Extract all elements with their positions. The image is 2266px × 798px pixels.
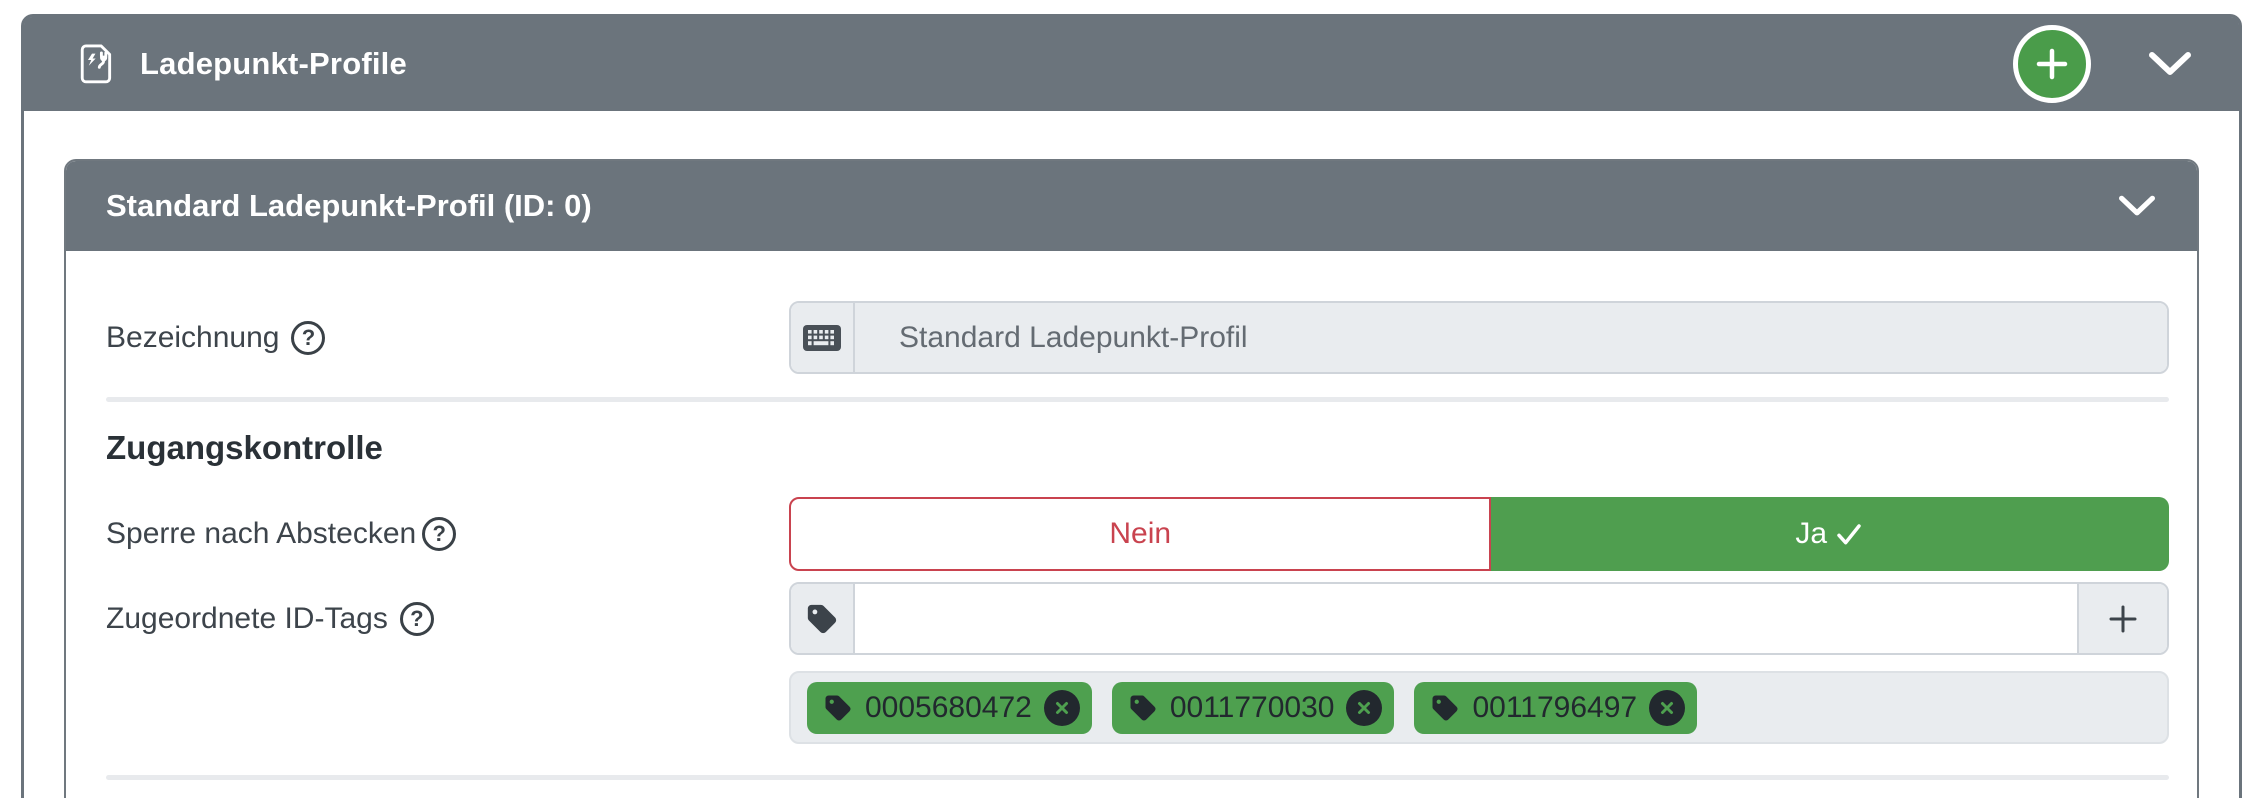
chevron-down-icon xyxy=(2147,50,2193,78)
chevron-down-icon xyxy=(2117,194,2157,218)
profile-card-header: Standard Ladepunkt-Profil (ID: 0) xyxy=(66,161,2197,251)
tag-icon xyxy=(1128,693,1158,723)
profile-card-body: Bezeichnung ? xyxy=(66,251,2197,780)
tag-icon xyxy=(823,693,853,723)
tag-pill: 0011770030 xyxy=(1111,681,1395,734)
remove-tag-button[interactable] xyxy=(1346,689,1383,726)
section-divider xyxy=(106,775,2169,780)
help-icon[interactable]: ? xyxy=(399,601,434,636)
tag-value: 0005680472 xyxy=(865,690,1032,724)
plus-icon xyxy=(2106,602,2140,636)
keyboard-icon xyxy=(791,303,855,372)
sperre-yes-button[interactable]: Ja xyxy=(1491,497,2169,571)
tag-icon xyxy=(791,584,855,653)
id-tags-input-group xyxy=(789,582,2169,655)
remove-tag-button[interactable] xyxy=(1649,689,1686,726)
plus-icon xyxy=(2032,44,2072,84)
sperre-no-button[interactable]: Nein xyxy=(789,497,1492,571)
tag-value: 0011770030 xyxy=(1169,690,1335,724)
close-icon xyxy=(1658,699,1676,717)
check-icon xyxy=(1833,518,1865,550)
zugangskontrolle-heading: Zugangskontrolle xyxy=(106,429,383,466)
bezeichnung-row: Bezeichnung ? xyxy=(106,301,2169,374)
id-tags-label: Zugeordnete ID-Tags ? xyxy=(106,601,789,636)
tag-icon xyxy=(1430,693,1460,723)
charging-card-icon xyxy=(74,41,120,87)
add-tag-button[interactable] xyxy=(2077,584,2167,653)
ladepunkt-profile-panel: Ladepunkt-Profile Standard Ladepunkt-Pro… xyxy=(21,14,2242,798)
assigned-tags-row: 0005680472 0011770030 xyxy=(106,671,2169,744)
sperre-row: Sperre nach Abstecken ? Nein Ja xyxy=(106,497,2169,571)
help-icon[interactable]: ? xyxy=(422,517,457,551)
tag-value: 0011796497 xyxy=(1472,690,1638,724)
bezeichnung-input[interactable] xyxy=(855,303,2167,372)
sperre-label: Sperre nach Abstecken ? xyxy=(106,517,789,551)
profile-collapse-button[interactable] xyxy=(2117,194,2157,218)
bezeichnung-label: Bezeichnung ? xyxy=(106,320,789,355)
panel-header: Ladepunkt-Profile xyxy=(24,17,2239,111)
id-tags-row: Zugeordnete ID-Tags ? xyxy=(106,582,2169,655)
id-tags-input[interactable] xyxy=(855,584,2077,653)
add-profile-button[interactable] xyxy=(2013,25,2091,103)
panel-collapse-button[interactable] xyxy=(2147,50,2193,78)
tag-pill: 0011796497 xyxy=(1414,681,1698,734)
remove-tag-button[interactable] xyxy=(1043,689,1080,726)
tag-pill: 0005680472 xyxy=(807,681,1092,734)
standard-profile-card: Standard Ladepunkt-Profil (ID: 0) Bezeic… xyxy=(64,159,2199,798)
profile-card-title: Standard Ladepunkt-Profil (ID: 0) xyxy=(106,188,592,223)
section-divider xyxy=(106,397,2169,402)
panel-body: Standard Ladepunkt-Profil (ID: 0) Bezeic… xyxy=(24,111,2239,798)
panel-title: Ladepunkt-Profile xyxy=(140,46,407,81)
help-icon[interactable]: ? xyxy=(291,320,326,355)
close-icon xyxy=(1355,699,1373,717)
sperre-toggle: Nein Ja xyxy=(789,497,2169,571)
assigned-tags-box: 0005680472 0011770030 xyxy=(789,671,2169,744)
bezeichnung-input-group xyxy=(789,301,2169,374)
close-icon xyxy=(1053,699,1071,717)
